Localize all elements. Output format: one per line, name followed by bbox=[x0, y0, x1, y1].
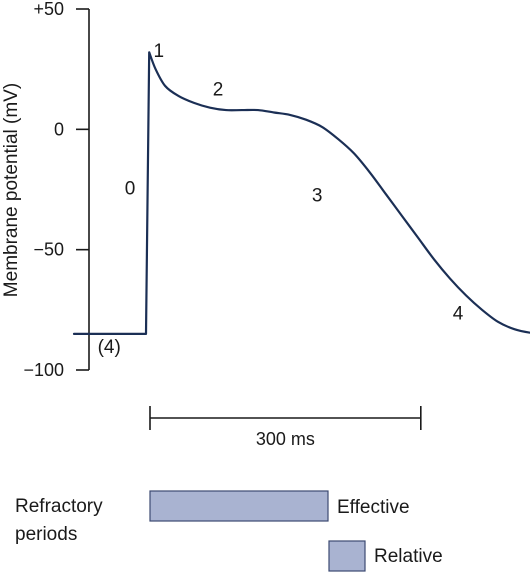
y-tick-label: −100 bbox=[23, 360, 64, 380]
refractory-legend: Refractory periods Effective Relative bbox=[15, 490, 443, 572]
phase-label: 3 bbox=[312, 186, 323, 207]
time-scale-bar: 300 ms bbox=[149, 406, 422, 449]
y-axis-title: Membrane potential (mV) bbox=[1, 83, 22, 297]
refractory-heading-line1: Refractory bbox=[15, 496, 103, 517]
phase-label: 4 bbox=[453, 303, 464, 324]
refractory-heading-line2: periods bbox=[15, 524, 77, 545]
scale-bar-label: 300 ms bbox=[256, 429, 315, 449]
effective-refractory-bar bbox=[149, 490, 329, 522]
relative-label: Relative bbox=[374, 546, 443, 567]
phase-label: (4) bbox=[98, 337, 121, 358]
y-tick-label: +50 bbox=[33, 0, 64, 19]
y-axis-ticks: +50 0 −50 −100 bbox=[23, 0, 89, 380]
phase-label: 1 bbox=[154, 41, 165, 62]
phase-label: 2 bbox=[213, 80, 224, 101]
y-tick-label: 0 bbox=[54, 119, 64, 139]
phase-labels: 0 1 2 3 4 (4) bbox=[98, 41, 464, 358]
effective-label: Effective bbox=[337, 497, 410, 518]
y-tick-label: −50 bbox=[33, 240, 64, 260]
action-potential-line bbox=[72, 51, 530, 335]
relative-refractory-bar bbox=[328, 540, 366, 572]
phase-label: 0 bbox=[125, 178, 136, 199]
